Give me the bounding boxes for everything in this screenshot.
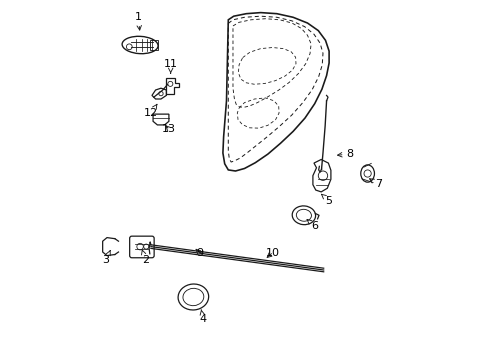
Text: 7: 7 <box>369 179 381 189</box>
Text: 3: 3 <box>102 251 110 265</box>
Text: 2: 2 <box>141 250 149 265</box>
Text: 8: 8 <box>337 149 352 159</box>
Text: 13: 13 <box>162 124 176 134</box>
Text: 11: 11 <box>163 59 177 73</box>
Text: 10: 10 <box>265 248 279 258</box>
Text: 5: 5 <box>321 194 332 206</box>
Text: 12: 12 <box>143 104 158 118</box>
Text: 6: 6 <box>306 220 318 231</box>
Text: 4: 4 <box>199 310 206 324</box>
Text: 9: 9 <box>196 248 203 258</box>
Text: 1: 1 <box>135 12 142 30</box>
